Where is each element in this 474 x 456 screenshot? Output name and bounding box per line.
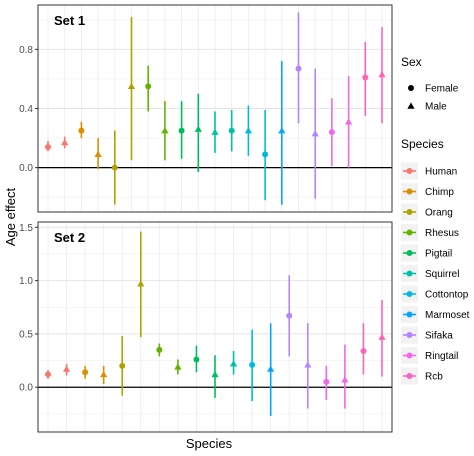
point-pigtail-male — [211, 370, 219, 378]
point-sifaka-male — [304, 361, 312, 368]
point-chimp-female — [78, 127, 85, 134]
point-ringtail-male — [341, 376, 349, 383]
point-rcb-female — [362, 74, 369, 81]
legend-sex-key-male — [407, 102, 415, 109]
point-cottontop-female — [249, 361, 256, 368]
y-tick-label: 0.4 — [19, 104, 33, 115]
point-marmoset-male — [267, 365, 275, 372]
legend-species-key-marmoset — [401, 306, 418, 323]
y-tick-label: 0.8 — [19, 45, 33, 56]
panel-2: 0.0 0.5 1.0 1.5 Set 2 — [19, 221, 393, 433]
point-ringtail-female — [323, 378, 330, 385]
point-ringtail-female — [328, 129, 335, 136]
point-cottontop-male — [244, 127, 252, 134]
legend-species-label-squirrel: Squirrel — [425, 269, 459, 280]
point-rcb-male — [378, 70, 386, 78]
point-human-male — [61, 138, 69, 146]
legend-sex-label-female: Female — [425, 84, 459, 95]
panel-1: 0.0 0.4 0.8 Set 1 — [19, 4, 393, 213]
legend-species-label-sifaka: Sifaka — [425, 331, 453, 342]
point-orang-male — [137, 280, 145, 287]
legend-species-title: Species — [401, 137, 444, 151]
point-orang-female — [111, 164, 118, 171]
legend-species-label-rcb: Rcb — [425, 372, 443, 383]
panel-label: Set 2 — [54, 230, 85, 245]
x-axis-title: Species — [186, 436, 233, 451]
point-ringtail-male — [345, 118, 353, 125]
legend-species-key-orang — [401, 203, 418, 221]
point-sifaka-male — [311, 130, 319, 137]
y-tick-label: 0.0 — [19, 163, 33, 174]
legend-species-key-sifaka — [401, 326, 418, 344]
point-pigtail-male — [194, 125, 202, 132]
y-tick-label: 0.0 — [19, 383, 33, 394]
point-pigtail-female — [178, 127, 185, 134]
point-rhesus-male — [161, 127, 169, 134]
legend-species: Species Human Chimp Orang Rhesus Pigtail Squi… — [401, 137, 470, 385]
legend-species-key-pigtail — [401, 244, 418, 262]
point-rhesus-female — [145, 83, 152, 90]
point-rhesus-female — [156, 346, 163, 353]
legend-species-key-rhesus — [401, 224, 418, 241]
panel-label: Set 1 — [54, 13, 85, 28]
y-axis-title: Age effect — [3, 187, 18, 246]
point-human-male — [62, 365, 71, 372]
point-chimp-male — [100, 370, 108, 378]
legend-species-label-chimp: Chimp — [425, 187, 454, 198]
legend-species-label-human: Human — [425, 167, 457, 178]
legend-sex-key-female — [408, 85, 414, 91]
point-rcb-male — [378, 333, 386, 340]
point-rhesus-male — [174, 363, 182, 370]
legend-sex-label-male: Male — [425, 102, 447, 113]
point-cottontop-female — [262, 151, 269, 158]
point-orang-female — [119, 362, 126, 369]
legend-species-key-rcb — [401, 367, 418, 385]
point-sifaka-female — [286, 312, 293, 319]
legend-species-key-human — [401, 162, 418, 180]
legend-species-label-orang: Orang — [425, 208, 453, 219]
legend-species-label-marmoset: Marmoset — [425, 310, 470, 321]
point-human-female — [45, 143, 51, 150]
point-chimp-female — [82, 369, 89, 376]
legend-species-key-chimp — [401, 183, 418, 200]
point-human-female — [45, 371, 51, 378]
legend-species-label-ringtail: Ringtail — [425, 351, 458, 362]
y-tick-label: 1.0 — [19, 276, 33, 287]
point-sifaka-female — [295, 65, 302, 72]
point-chimp-male — [94, 150, 102, 158]
panel-border — [37, 4, 393, 213]
point-squirrel-male — [229, 360, 238, 367]
panels: 0.0 0.4 0.8 Set 1 0.0 0.5 1.0 1.5 Set 2 — [19, 4, 393, 433]
point-orang-male — [127, 82, 136, 90]
point-squirrel-female — [228, 127, 235, 134]
point-pigtail-female — [193, 356, 200, 363]
legend-species-key-squirrel — [401, 265, 418, 282]
y-tick-label: 1.5 — [19, 223, 33, 234]
y-tick-label: 0.5 — [19, 329, 33, 340]
legend-species-label-pigtail: Pigtail — [425, 249, 452, 260]
legend-species-key-cottontop — [401, 285, 418, 303]
panel-border — [37, 221, 393, 433]
point-marmoset-male — [278, 127, 286, 134]
legend-sex: Sex Female Male — [401, 55, 459, 113]
legend-sex-title: Sex — [401, 55, 422, 69]
legend-species-key-ringtail — [401, 347, 418, 364]
point-rcb-female — [360, 347, 367, 354]
legend-species-label-cottontop: Cottontop — [425, 290, 469, 301]
point-squirrel-male — [211, 128, 219, 135]
legend-species-label-rhesus: Rhesus — [425, 228, 459, 239]
